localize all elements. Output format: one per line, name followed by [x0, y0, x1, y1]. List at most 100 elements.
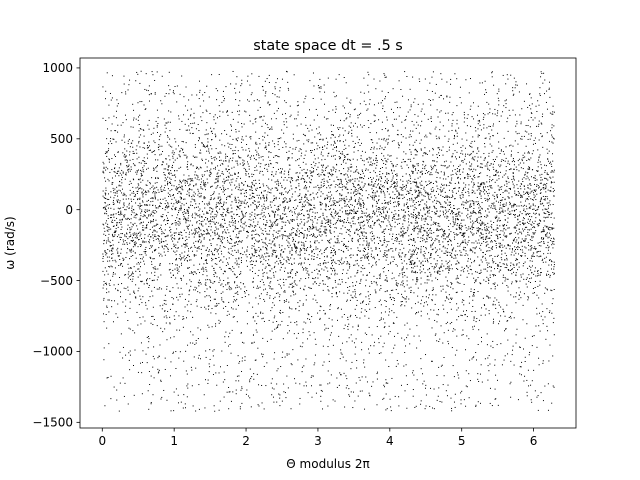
scatter-point	[307, 175, 309, 177]
scatter-point	[297, 175, 299, 177]
scatter-point	[460, 392, 462, 394]
scatter-point	[385, 246, 387, 248]
scatter-point	[331, 184, 333, 186]
scatter-point	[477, 148, 479, 150]
scatter-point	[486, 244, 488, 246]
scatter-point	[175, 224, 177, 226]
scatter-point	[515, 131, 517, 133]
scatter-point	[126, 242, 128, 244]
scatter-point	[127, 238, 129, 240]
scatter-point	[479, 211, 481, 213]
scatter-point	[142, 256, 144, 258]
scatter-point	[152, 394, 154, 396]
scatter-point	[125, 93, 127, 95]
scatter-point	[323, 217, 325, 219]
scatter-point	[470, 212, 472, 214]
scatter-point	[154, 209, 156, 211]
scatter-point	[238, 286, 240, 288]
scatter-point	[529, 219, 531, 221]
scatter-point	[444, 233, 446, 235]
scatter-point	[496, 197, 498, 199]
scatter-point	[174, 174, 176, 176]
scatter-point	[453, 208, 455, 210]
scatter-point	[259, 172, 261, 174]
scatter-point	[426, 89, 428, 91]
scatter-point	[158, 206, 160, 208]
scatter-point	[211, 252, 213, 254]
scatter-point	[250, 136, 252, 138]
scatter-point	[256, 206, 258, 208]
scatter-point	[512, 94, 514, 96]
scatter-point	[517, 233, 519, 235]
scatter-point	[525, 238, 527, 240]
scatter-point	[137, 268, 139, 270]
scatter-point	[514, 209, 516, 211]
scatter-point	[332, 166, 334, 168]
scatter-point	[466, 139, 468, 141]
scatter-point	[104, 192, 106, 194]
scatter-point	[248, 186, 250, 188]
scatter-point	[110, 130, 112, 132]
scatter-point	[152, 295, 154, 297]
scatter-point	[354, 187, 356, 189]
scatter-point	[220, 236, 222, 238]
scatter-point	[126, 161, 128, 163]
scatter-point	[334, 142, 336, 144]
scatter-point	[159, 242, 161, 244]
scatter-point	[525, 283, 527, 285]
scatter-point	[385, 306, 387, 308]
scatter-point	[198, 248, 200, 250]
scatter-point	[198, 203, 200, 205]
scatter-point	[231, 329, 233, 331]
scatter-point	[424, 190, 426, 192]
scatter-point	[410, 262, 412, 264]
scatter-point	[108, 283, 110, 285]
scatter-point	[526, 221, 528, 223]
scatter-point	[148, 100, 150, 102]
scatter-point	[410, 187, 412, 189]
scatter-point	[497, 264, 499, 266]
scatter-point	[491, 227, 493, 229]
scatter-point	[154, 274, 156, 276]
scatter-point	[373, 345, 375, 347]
scatter-point	[359, 222, 361, 224]
scatter-point	[487, 297, 489, 299]
scatter-point	[106, 210, 108, 212]
scatter-point	[463, 232, 465, 234]
scatter-point	[453, 138, 455, 140]
scatter-point	[306, 186, 308, 188]
scatter-point	[260, 312, 262, 314]
scatter-point	[113, 192, 115, 194]
scatter-point	[355, 170, 357, 172]
scatter-point	[524, 228, 526, 230]
scatter-point	[327, 285, 329, 287]
scatter-point	[504, 190, 506, 192]
scatter-point	[285, 70, 287, 72]
scatter-point	[288, 221, 290, 223]
scatter-point	[284, 291, 286, 293]
scatter-point	[127, 169, 129, 171]
scatter-point	[176, 247, 178, 249]
scatter-point	[542, 187, 544, 189]
scatter-point	[200, 283, 202, 285]
scatter-point	[120, 190, 122, 192]
scatter-point	[440, 171, 442, 173]
scatter-point	[274, 245, 276, 247]
scatter-point	[237, 355, 239, 357]
scatter-point	[170, 410, 172, 412]
scatter-point	[515, 342, 517, 344]
scatter-point	[127, 263, 129, 265]
scatter-point	[205, 129, 207, 131]
scatter-point	[533, 192, 535, 194]
scatter-point	[345, 147, 347, 149]
scatter-point	[426, 279, 428, 281]
scatter-point	[398, 203, 400, 205]
scatter-point	[219, 151, 221, 153]
scatter-point	[430, 309, 432, 311]
scatter-point	[319, 319, 321, 321]
scatter-point	[381, 90, 383, 92]
scatter-point	[148, 119, 150, 121]
scatter-point	[210, 312, 212, 314]
scatter-point	[247, 155, 249, 157]
scatter-point	[153, 319, 155, 321]
